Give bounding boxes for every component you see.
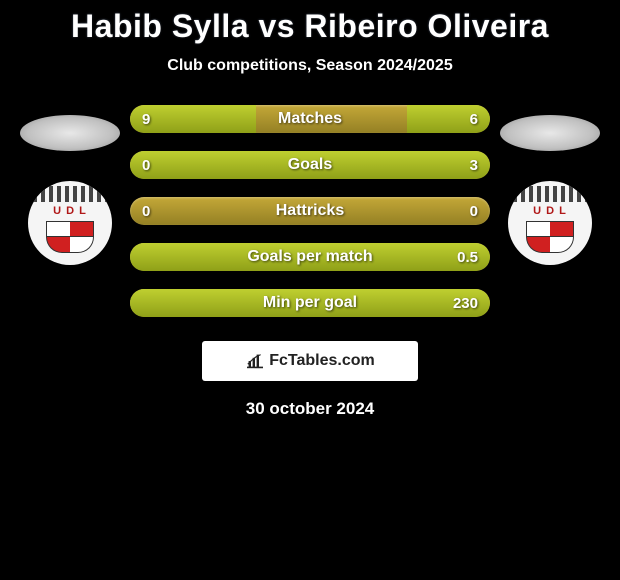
player-left-club-badge: U D L [28,181,112,265]
stat-right-value: 230 [453,289,478,317]
stat-row-goals-per-match: Goals per match 0.5 [130,243,490,271]
bar-chart-icon [245,353,265,369]
shield-icon [526,221,574,255]
shield-icon [46,221,94,255]
comparison-area: U D L 9 Matches 6 0 Goals 3 [0,105,620,317]
stat-row-hattricks: 0 Hattricks 0 [130,197,490,225]
bar-fill-right [130,243,490,271]
infographic-root: Habib Sylla vs Ribeiro Oliveira Club com… [0,0,620,419]
club-initials-right: U D L [508,205,592,217]
player-right-avatar [500,115,600,151]
player-left-avatar [20,115,120,151]
subtitle: Club competitions, Season 2024/2025 [0,57,620,75]
watermark-text: FcTables.com [269,352,375,370]
date-label: 30 october 2024 [0,399,620,419]
stat-left-value: 0 [142,197,150,225]
stat-right-value: 0 [470,197,478,225]
stat-row-min-per-goal: Min per goal 230 [130,289,490,317]
stat-right-value: 0.5 [457,243,478,271]
stat-label: Hattricks [130,197,490,225]
club-initials-left: U D L [28,205,112,217]
page-title: Habib Sylla vs Ribeiro Oliveira [0,8,620,45]
stat-right-value: 6 [470,105,478,133]
stat-row-goals: 0 Goals 3 [130,151,490,179]
watermark: FcTables.com [202,341,418,381]
bar-fill-right [130,289,490,317]
stat-left-value: 0 [142,151,150,179]
stat-row-matches: 9 Matches 6 [130,105,490,133]
player-left-column: U D L [10,105,130,265]
player-right-club-badge: U D L [508,181,592,265]
stat-left-value: 9 [142,105,150,133]
bar-fill-right [130,151,490,179]
player-right-column: U D L [490,105,610,265]
stat-right-value: 3 [470,151,478,179]
stats-bars: 9 Matches 6 0 Goals 3 0 Hattricks 0 [130,105,490,317]
